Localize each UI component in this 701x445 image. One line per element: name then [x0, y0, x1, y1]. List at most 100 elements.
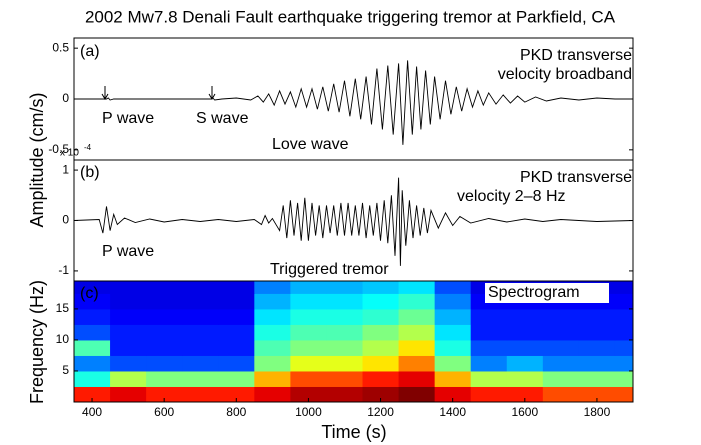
spectrogram-cell	[218, 308, 255, 325]
spectrogram-cell	[434, 308, 472, 325]
panel-label: (c)	[80, 285, 99, 302]
waveform	[73, 177, 634, 266]
spectrogram-cell	[398, 281, 436, 294]
spectrogram-cell	[614, 281, 633, 294]
spectrogram-cell	[542, 324, 580, 341]
spectrogram-cell	[146, 339, 183, 356]
spectrogram-cell	[110, 355, 147, 372]
spectrogram-cell	[614, 386, 633, 402]
spectrogram-cell	[470, 339, 508, 356]
y-tick-label: -1	[58, 263, 69, 277]
spectrogram-cell	[218, 355, 255, 372]
spectrogram-cell	[362, 281, 400, 294]
spectrogram-cell	[110, 281, 147, 294]
spectrogram-cell	[146, 293, 183, 310]
spectrogram-cell	[398, 324, 436, 341]
x-tick-label: 1400	[439, 405, 466, 419]
spectrogram-cell	[218, 324, 255, 341]
spectrogram-cell	[254, 281, 291, 294]
spectrogram-cell	[326, 293, 364, 310]
spectrogram-cell	[362, 293, 400, 310]
spectrogram-cell	[506, 355, 544, 372]
spectrogram-cell	[218, 386, 255, 402]
spectrogram-cell	[470, 370, 508, 387]
spectrogram-cell	[254, 339, 291, 356]
spectrogram-cell	[362, 355, 400, 372]
spectrogram-cell	[578, 370, 616, 387]
spectrogram-cell	[506, 386, 544, 402]
spectrogram-cell	[434, 370, 472, 387]
spectrogram-cell	[326, 324, 364, 341]
spectrogram-cell	[398, 293, 436, 310]
spectrogram-cell	[74, 339, 111, 356]
spectrogram-cell	[254, 370, 291, 387]
spectrogram-cell	[362, 370, 400, 387]
spectrogram-cell	[542, 386, 580, 402]
multiplier: x 10	[60, 148, 79, 159]
spectrogram-cell	[470, 355, 508, 372]
multiplier-exponent: -4	[84, 143, 92, 152]
spectrogram-cell	[74, 386, 111, 402]
spectrogram-cell	[146, 355, 183, 372]
spectrogram-cell	[290, 370, 327, 387]
spectrogram-cell	[326, 370, 364, 387]
spectrogram-cell	[290, 355, 327, 372]
spectrogram-cell	[542, 370, 580, 387]
spectrogram-cell	[398, 370, 436, 387]
spectrogram-cell	[470, 386, 508, 402]
x-tick-label: 600	[154, 405, 174, 419]
annotation: velocity broadband	[498, 66, 632, 83]
spectrogram-cell	[398, 339, 436, 356]
y-tick-label: 10	[56, 332, 70, 346]
annotation: P wave	[102, 243, 154, 260]
y-tick-label: 1	[62, 162, 69, 176]
annotation: S wave	[196, 110, 249, 127]
panel-label: (a)	[80, 43, 100, 60]
spectrogram-cell	[182, 355, 219, 372]
spectrogram-cell	[398, 386, 436, 402]
y-tick-label: 0	[62, 213, 69, 227]
spectrogram-cell	[218, 293, 255, 310]
spectrogram-cell	[434, 339, 472, 356]
spectrogram-cell	[290, 293, 327, 310]
spectrogram-cell	[182, 324, 219, 341]
spectrogram-cell	[614, 370, 633, 387]
spectrogram-cell	[182, 386, 219, 402]
spectrogram-cell	[362, 308, 400, 325]
x-axis-label: Time (s)	[321, 422, 386, 442]
x-tick-label: 400	[82, 405, 102, 419]
spectrogram-cell	[146, 386, 183, 402]
x-tick-label: 800	[226, 405, 246, 419]
spectrogram-cell	[290, 281, 327, 294]
spectrogram-cell	[110, 370, 147, 387]
x-tick-label: 1200	[367, 405, 394, 419]
spectrogram-cell	[74, 324, 111, 341]
spectrogram-cell	[542, 355, 580, 372]
spectrogram-cell	[146, 281, 183, 294]
spectrogram-cell	[578, 339, 616, 356]
spectrogram-cell	[506, 370, 544, 387]
spectrogram-cell	[326, 308, 364, 325]
spectrogram-cell	[110, 386, 147, 402]
annotation: P wave	[102, 110, 154, 127]
annotation: Love wave	[272, 136, 349, 153]
y-axis-label: Frequency (Hz)	[27, 280, 47, 404]
spectrogram-cell	[362, 339, 400, 356]
panel-frame	[73, 280, 634, 403]
spectrogram-cell	[146, 324, 183, 341]
spectrogram-cell	[254, 308, 291, 325]
x-tick-label: 1600	[511, 405, 538, 419]
spectrogram-cell	[614, 293, 633, 310]
label-box	[485, 283, 609, 303]
spectrogram-cell	[614, 324, 633, 341]
spectrogram-cell	[362, 324, 400, 341]
spectrogram-cell	[74, 281, 111, 294]
spectrogram-cell	[542, 308, 580, 325]
annotation: velocity 2–8 Hz	[457, 188, 566, 205]
spectrogram-cell	[434, 293, 472, 310]
spectrogram-cell	[506, 308, 544, 325]
spectrogram-cell	[110, 293, 147, 310]
annotation: Triggered tremor	[270, 261, 389, 278]
arrows	[101, 86, 216, 100]
